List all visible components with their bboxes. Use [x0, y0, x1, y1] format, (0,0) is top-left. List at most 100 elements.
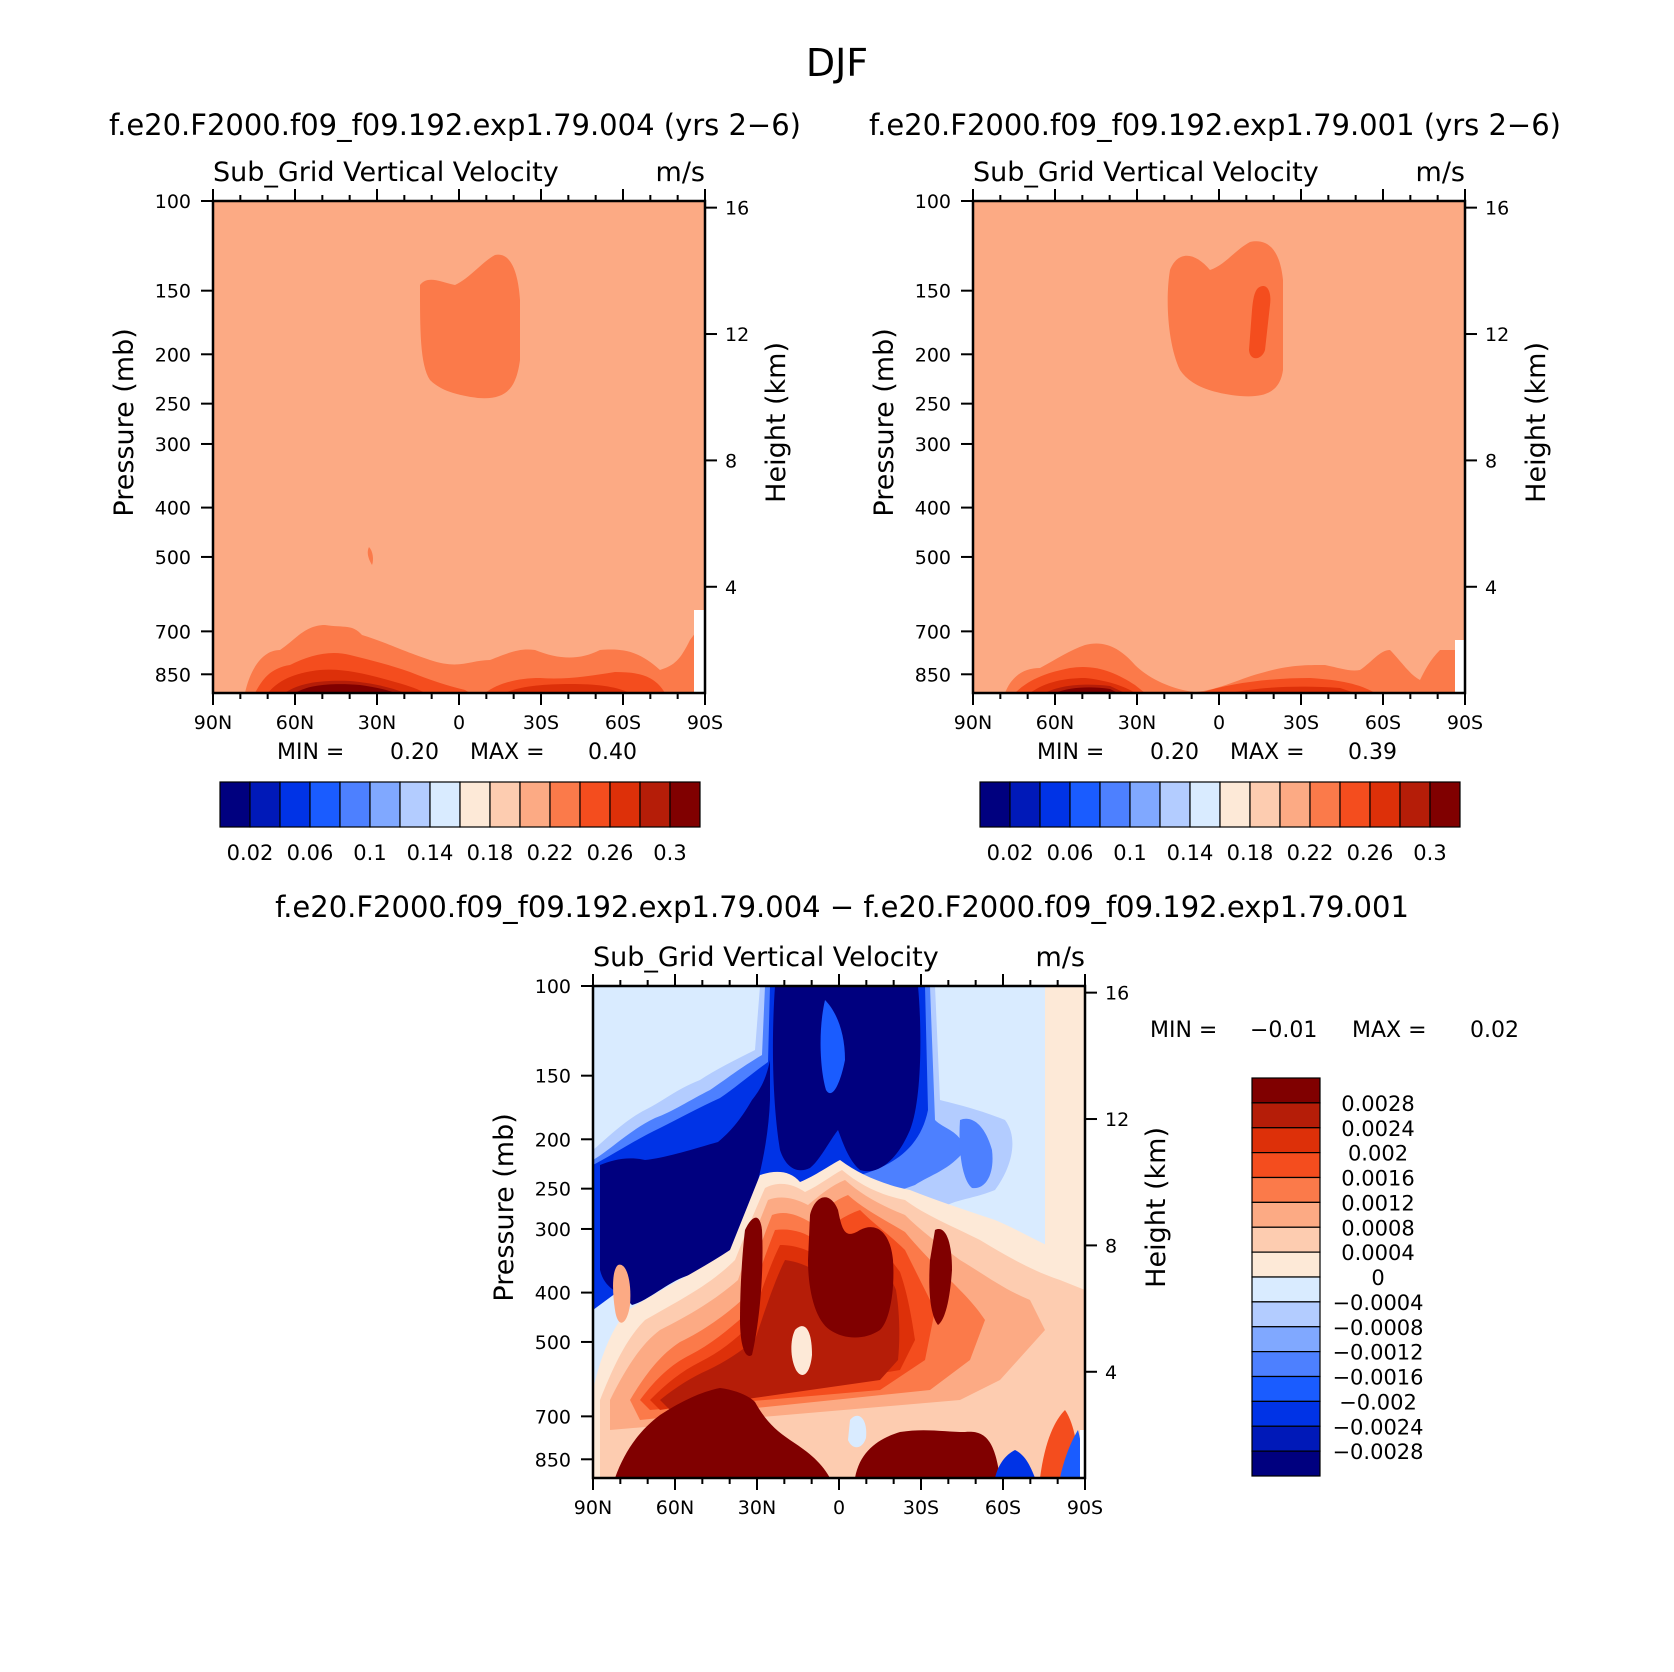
field-contour: [1055, 687, 1118, 693]
x-tick-label: 60S: [1365, 712, 1401, 734]
colorbar-cell: [1251, 1102, 1321, 1129]
y-tick-label: 150: [915, 281, 951, 303]
field-contour: [1230, 686, 1355, 693]
max-label: MAX =: [470, 740, 545, 765]
colorbar-label: 0.002: [1348, 1142, 1408, 1166]
colorbar-cell: [549, 781, 581, 828]
x-tick-label: 30S: [523, 712, 559, 734]
colorbar-cell: [1369, 781, 1401, 828]
height-tick-label: 8: [725, 450, 737, 472]
colorbar-label: 0: [1371, 1266, 1384, 1290]
x-tick-label: 90S: [687, 712, 723, 734]
colorbar-cell: [1309, 781, 1341, 828]
max-value: 0.02: [1470, 1018, 1519, 1043]
colorbar-cell: [1219, 781, 1251, 828]
y-axis-label: Pressure (mb): [109, 328, 140, 516]
colorbar-cell: [1251, 1201, 1321, 1228]
colorbar-label: 0.0028: [1341, 1092, 1414, 1116]
colorbar-cell: [1251, 1127, 1321, 1154]
colorbar-cell: [1251, 1077, 1321, 1104]
height-tick-label: 4: [1105, 1362, 1117, 1384]
colorbar-label: 0.3: [1413, 841, 1446, 865]
colorbar-label: 0.0004: [1341, 1241, 1414, 1265]
y-tick-label: 150: [535, 1066, 571, 1088]
colorbar-cell: [979, 781, 1011, 828]
axes-layer: Sub_Grid Vertical Velocity m/s 90N 60N 30N 0 3…: [109, 157, 1552, 1519]
panel-2-axes: Sub_Grid Vertical Velocity m/s 90N 60N 30N 0 3…: [489, 942, 1172, 1519]
colorbar-label: 0.0024: [1341, 1117, 1414, 1141]
y-tick-label: 400: [915, 498, 951, 520]
colorbar-label: −0.0028: [1332, 1440, 1423, 1464]
x-tick-label: 90N: [194, 712, 232, 734]
panel-2-field: [593, 986, 1085, 1478]
colorbar-label: 0.22: [527, 841, 574, 865]
colorbar-cell: [219, 781, 251, 828]
colorbar-cell: [279, 781, 311, 828]
y-tick-label: 200: [155, 344, 191, 366]
colorbar-label: 0.14: [1167, 841, 1214, 865]
colorbar-label: −0.0024: [1332, 1415, 1423, 1439]
colorbar-cell: [519, 781, 551, 828]
colorbar-label: 0.3: [653, 841, 686, 865]
x-tick-label: 30N: [358, 712, 396, 734]
colorbar-label: 0.06: [1047, 841, 1094, 865]
y-tick-label: 100: [915, 191, 951, 213]
units-label: m/s: [1036, 942, 1085, 973]
colorbar-label: 0.1: [353, 841, 386, 865]
field-contour: [740, 1217, 763, 1356]
min-value: 0.20: [1150, 740, 1199, 765]
colorbar-label: 0.22: [1287, 841, 1334, 865]
y-tick-label: 200: [535, 1129, 571, 1151]
colorbar-cell: [1251, 1251, 1321, 1278]
x-tick-label: 30N: [1118, 712, 1156, 734]
colorbar-cell: [1251, 1152, 1321, 1179]
colorbar-cell: [1251, 1450, 1321, 1477]
colorbar-label: −0.0008: [1332, 1316, 1423, 1340]
colorbar-cell: [459, 781, 491, 828]
colorbar-cell: [1189, 781, 1221, 828]
colorbar-1: MIN = 0.20 MAX = 0.39 0.02 0.06 0.1 0.14 0.18 0.2…: [979, 740, 1461, 865]
y-tick-label: 400: [155, 498, 191, 520]
colorbar-cell: [639, 781, 671, 828]
colorbar-label: 0.18: [1227, 841, 1274, 865]
field-contour: [505, 684, 630, 693]
colorbar-cell: [429, 781, 461, 828]
min-label: MIN =: [1037, 740, 1104, 765]
field-contour: [420, 254, 520, 399]
height-tick-label: 8: [1105, 1235, 1117, 1257]
x-tick-label: 90S: [1067, 1497, 1103, 1519]
colorbar-cell: [309, 781, 341, 828]
y-tick-label: 100: [535, 976, 571, 998]
y-tick-label: 150: [155, 281, 191, 303]
colorbar-cell: [339, 781, 371, 828]
y-axis-label-right: Height (km): [1521, 342, 1552, 503]
colorbar-cell: [1099, 781, 1131, 828]
x-tick-label: 90N: [574, 1497, 612, 1519]
x-tick-label: 30N: [738, 1497, 776, 1519]
x-tick-label: 30S: [903, 1497, 939, 1519]
y-tick-label: 250: [155, 394, 191, 416]
x-tick-label: 60S: [985, 1497, 1021, 1519]
colorbar-label: −0.0016: [1332, 1366, 1423, 1390]
x-tick-label: 60N: [276, 712, 314, 734]
min-label: MIN =: [1150, 1018, 1217, 1043]
field-contour: [959, 1118, 993, 1189]
colorbar-label: −0.0004: [1332, 1291, 1423, 1315]
height-tick-label: 16: [1485, 198, 1509, 220]
panel-1-axes: Sub_Grid Vertical Velocity m/s 90N 60N 30N 0 3…: [869, 157, 1552, 734]
colorbar-cell: [1251, 1326, 1321, 1353]
y-tick-label: 250: [535, 1179, 571, 1201]
colorbar-label: 0.14: [407, 841, 454, 865]
colorbar-cell: [1069, 781, 1101, 828]
y-axis-label: Pressure (mb): [869, 328, 900, 516]
y-axis-label: Pressure (mb): [489, 1113, 520, 1301]
y-tick-label: 700: [535, 1406, 571, 1428]
colorbar-cell: [1339, 781, 1371, 828]
colorbar-cell: [1429, 781, 1461, 828]
height-tick-label: 4: [725, 577, 737, 599]
colorbar-label: 0.06: [287, 841, 334, 865]
colorbar-label: 0.0008: [1341, 1216, 1414, 1240]
x-tick-label: 0: [833, 1497, 845, 1519]
variable-title: Sub_Grid Vertical Velocity: [213, 157, 559, 188]
